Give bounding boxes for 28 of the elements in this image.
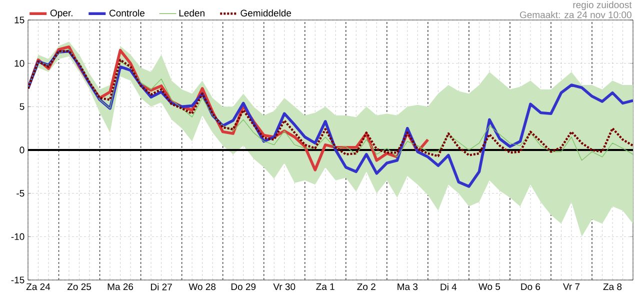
text: regio zuidoost: [573, 1, 632, 10]
x-tick-label: Ma 26: [108, 283, 134, 290]
x-tick-label: Di 27: [151, 283, 172, 290]
y-tick-label: 10: [14, 60, 24, 67]
x-tick-label: Di 4: [440, 283, 457, 290]
x-tick-label: Za 1: [316, 283, 334, 290]
y-tick-label: -5: [16, 190, 24, 197]
x-tick-label: Wo 28: [188, 283, 216, 290]
x-tick-label: Wo 5: [478, 283, 500, 290]
y-tick-label: -10: [11, 233, 24, 240]
x-tick-label: Do 29: [231, 283, 256, 290]
x-tick-label: Za 24: [26, 283, 50, 290]
x-tick-label: Zo 25: [67, 283, 92, 290]
x-tick-label: Vr 7: [562, 283, 580, 290]
legend-label: Gemiddelde: [240, 9, 292, 16]
x-tick-label: Ma 3: [398, 283, 418, 290]
x-tick-label: Za 8: [603, 283, 622, 290]
y-tick-label: 5: [20, 103, 24, 110]
x-tick-label: Do 6: [521, 283, 540, 290]
x-tick-label: Zo 2: [357, 283, 376, 290]
y-tick-label: 15: [14, 16, 24, 24]
text: Gemaakt: za 24 nov 10:00: [520, 11, 632, 18]
y-tick-label: 0: [20, 146, 24, 154]
x-tick-label: Vr 30: [273, 283, 296, 290]
y-tick-label: -15: [11, 276, 24, 284]
legend-label: Oper.: [50, 10, 72, 18]
legend-label: Leden: [179, 9, 204, 16]
legend-label: Controle: [110, 9, 145, 16]
